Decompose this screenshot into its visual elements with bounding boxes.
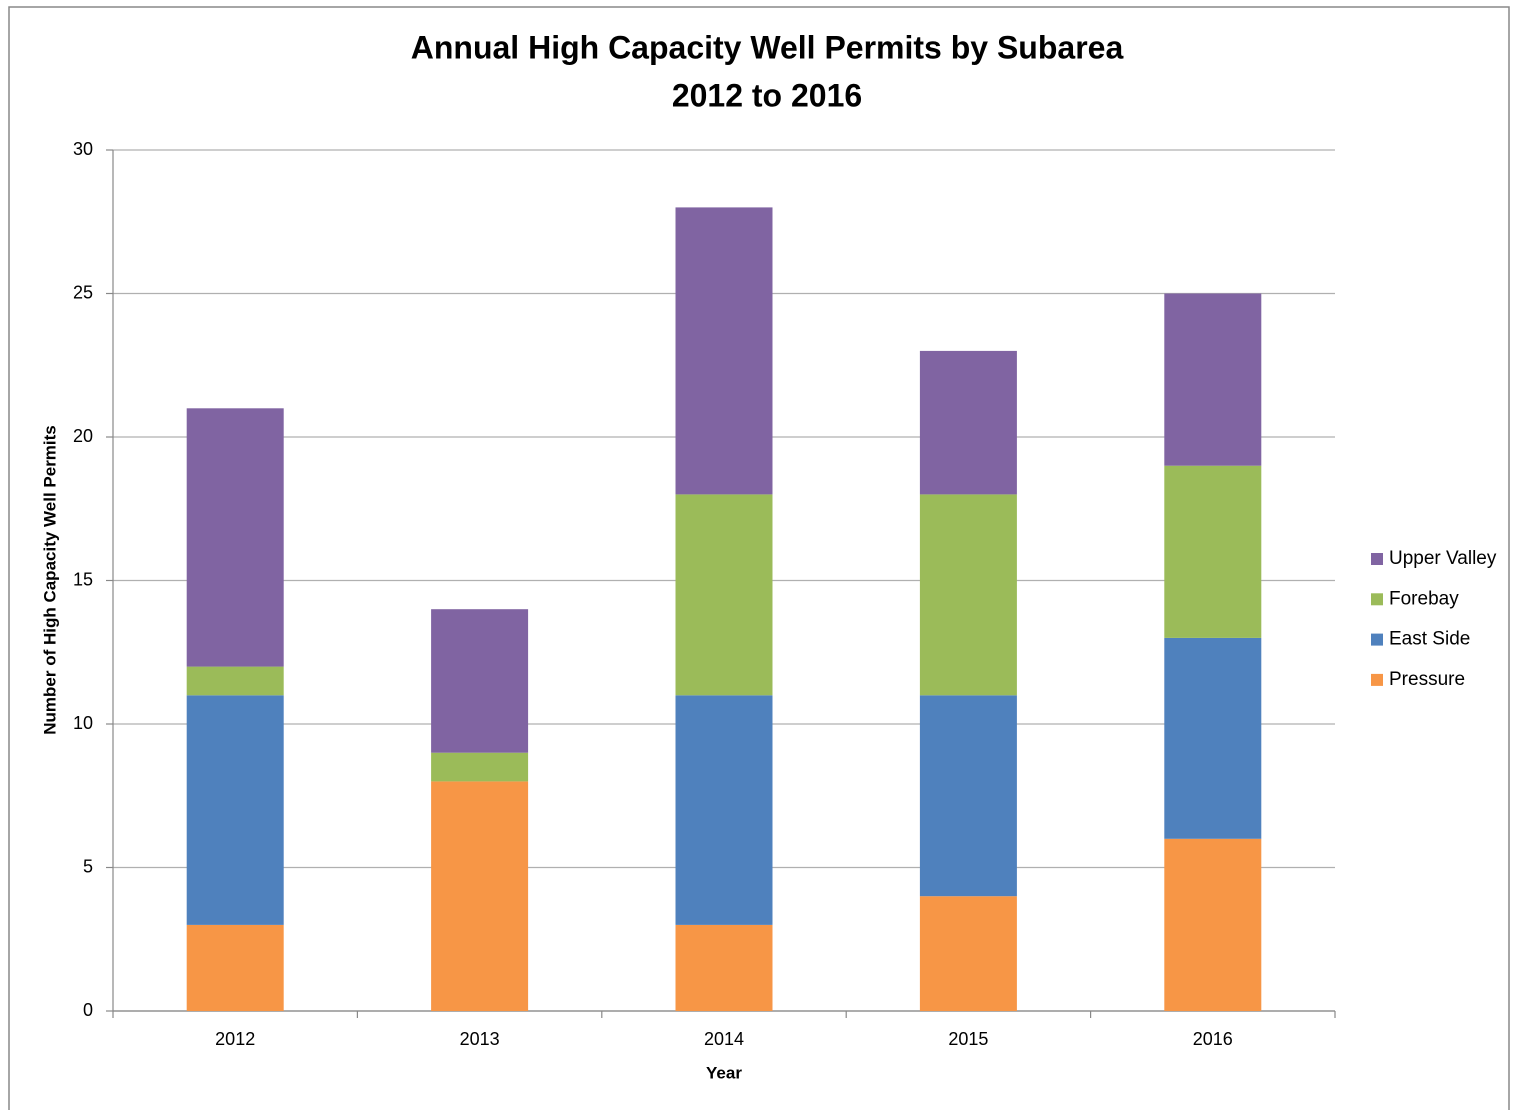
bar-segment — [431, 781, 529, 1011]
legend-label: East Side — [1389, 629, 1470, 650]
bar-segment — [1164, 637, 1262, 839]
x-axis-title: Year — [706, 1063, 742, 1082]
chart-title: Annual High Capacity Well Permits by Sub… — [411, 29, 1124, 65]
x-tick-label: 2012 — [215, 1029, 255, 1049]
bar-segment — [1164, 465, 1262, 638]
y-tick-label: 20 — [73, 426, 93, 446]
y-tick-label: 5 — [83, 856, 93, 876]
bar-segment — [431, 609, 529, 753]
bar-segment — [675, 207, 773, 495]
legend-swatch — [1371, 673, 1383, 686]
legend-label: Forebay — [1389, 588, 1459, 609]
bar-segment — [186, 695, 284, 925]
bar-segment — [186, 924, 284, 1011]
x-tick-label: 2015 — [948, 1029, 988, 1049]
y-tick-label: 15 — [73, 569, 93, 589]
y-tick-label: 25 — [73, 282, 93, 302]
y-axis-title: Number of High Capacity Well Permits — [40, 425, 59, 735]
legend-swatch — [1371, 553, 1383, 565]
y-tick-label: 10 — [73, 713, 93, 733]
bar-segment — [1164, 838, 1262, 1011]
x-tick-label: 2016 — [1193, 1029, 1233, 1049]
legend-label: Pressure — [1389, 669, 1465, 690]
legend-swatch — [1371, 633, 1383, 646]
chart-subtitle: 2012 to 2016 — [672, 77, 862, 113]
bar-segment — [919, 350, 1017, 495]
y-tick-label: 0 — [83, 1000, 93, 1020]
bar-segment — [919, 494, 1017, 696]
x-tick-label: 2014 — [704, 1029, 744, 1049]
bar-segment — [919, 896, 1017, 1011]
bar-segment — [675, 924, 773, 1011]
legend-label: Upper Valley — [1389, 548, 1497, 569]
bar-segment — [675, 695, 773, 925]
bar-segment — [919, 695, 1017, 897]
chart-border — [8, 6, 1510, 1110]
bar-segment — [186, 408, 284, 667]
bar-segment — [1164, 293, 1262, 466]
bar-segment — [675, 494, 773, 696]
x-tick-label: 2013 — [460, 1029, 500, 1049]
legend-swatch — [1371, 593, 1383, 606]
bar-segment — [431, 752, 529, 782]
y-tick-label: 30 — [73, 139, 93, 159]
bar-segment — [186, 666, 284, 696]
